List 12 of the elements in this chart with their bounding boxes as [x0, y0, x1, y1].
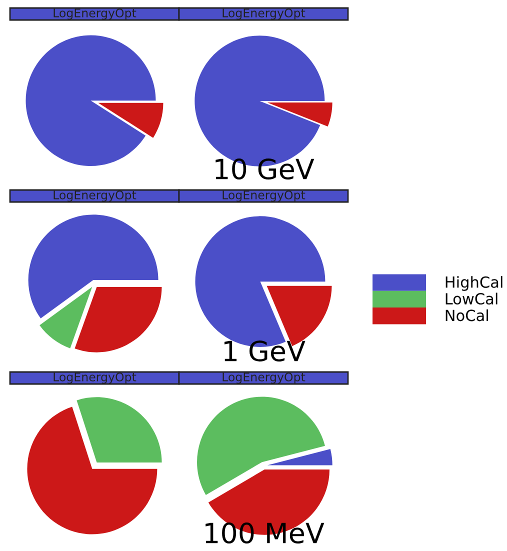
chart-title: LogEnergyOpt: [54, 190, 136, 202]
text: 10 GeV: [216, 158, 314, 180]
legend-label: HighCal: [446, 276, 502, 291]
chart-title: LogEnergyOpt: [222, 372, 306, 384]
chart-title: LogEnergyOpt: [222, 8, 306, 20]
chart-title: LogEnergyOpt: [54, 8, 136, 20]
text: 1 GeV: [224, 340, 306, 362]
chart-title: LogEnergyOpt: [54, 372, 136, 384]
legend-label: LowCal: [446, 292, 498, 305]
chart-title: LogEnergyOpt: [222, 190, 306, 202]
legend-label: NoCal: [446, 309, 488, 322]
text: 100 MeV: [206, 522, 324, 544]
